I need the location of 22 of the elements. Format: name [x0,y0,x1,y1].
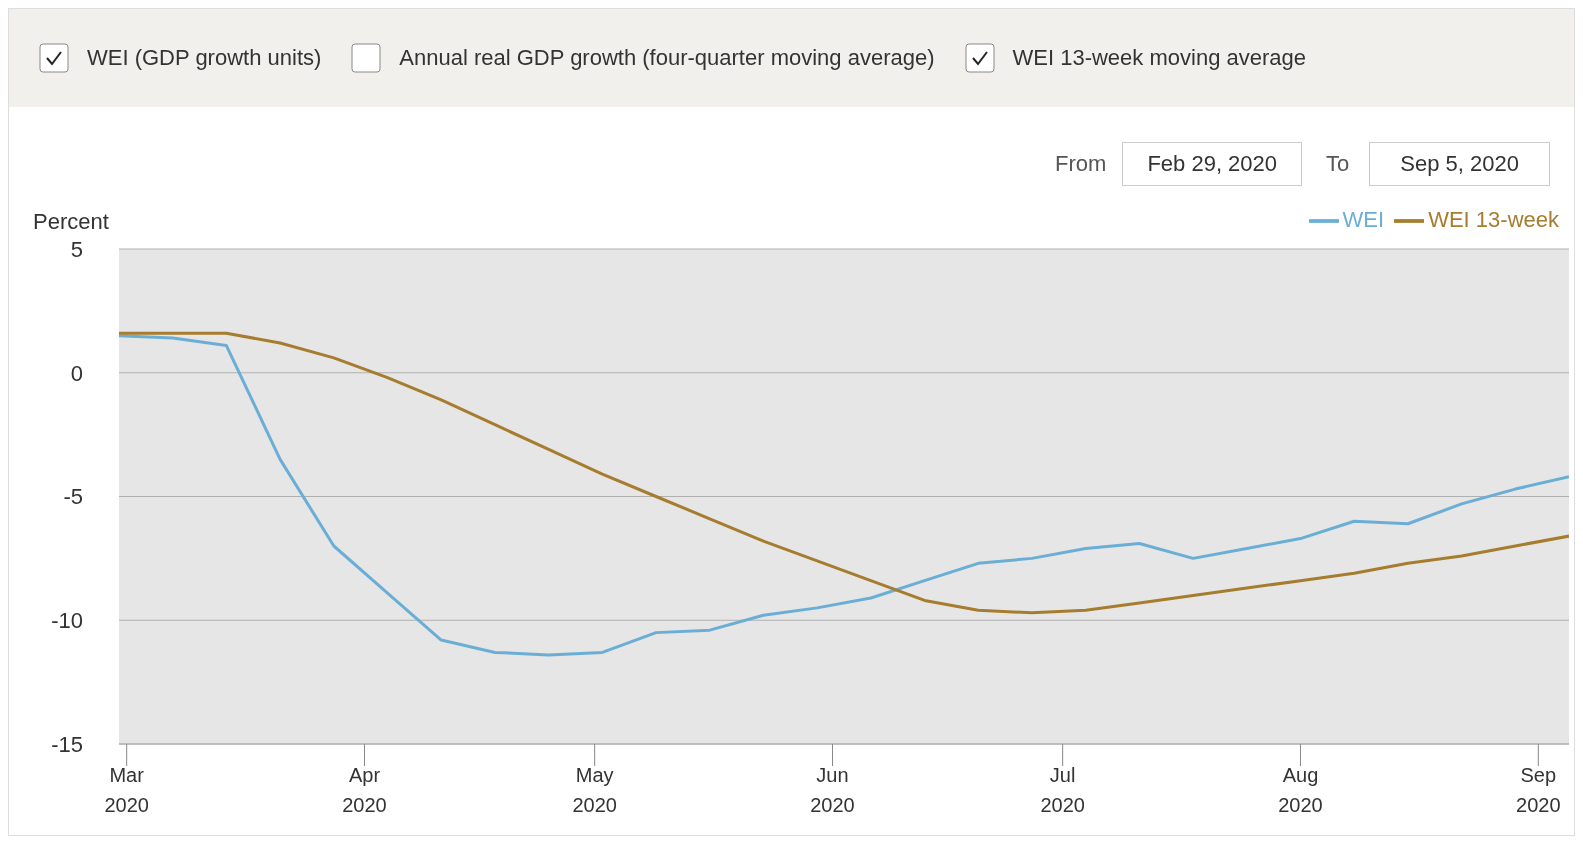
x-tick-label: Sep 2020 [1516,764,1561,816]
x-tick-label: Mar 2020 [104,764,149,816]
y-tick-label: -15 [51,731,83,757]
y-tick-label: -10 [51,608,83,634]
y-axis-title: Percent [33,209,109,235]
x-tick-label: Jul 2020 [1040,764,1085,816]
y-tick-label: 5 [70,236,83,262]
text: To [1326,151,1350,177]
text: Annual real GDP growth (four-quarter moving average) [399,45,935,71]
legend-label: WEI 13-week [1428,206,1559,232]
x-tick-label: Jun 2020 [810,764,855,816]
x-tick-label: Apr 2020 [342,764,387,816]
date-field: Sep 5, 2020 [1369,142,1550,186]
x-tick-label: May 2020 [572,764,617,816]
y-tick-label: -5 [63,484,83,510]
text: From [1055,151,1107,177]
x-tick-label: Aug 2020 [1278,764,1323,816]
y-tick-label: 0 [70,360,83,386]
legend-label: WEI [1342,206,1385,232]
date-field: Feb 29, 2020 [1122,142,1303,186]
text: WEI (GDP growth units) [87,45,322,71]
text: WEI 13-week moving average [1012,45,1306,71]
